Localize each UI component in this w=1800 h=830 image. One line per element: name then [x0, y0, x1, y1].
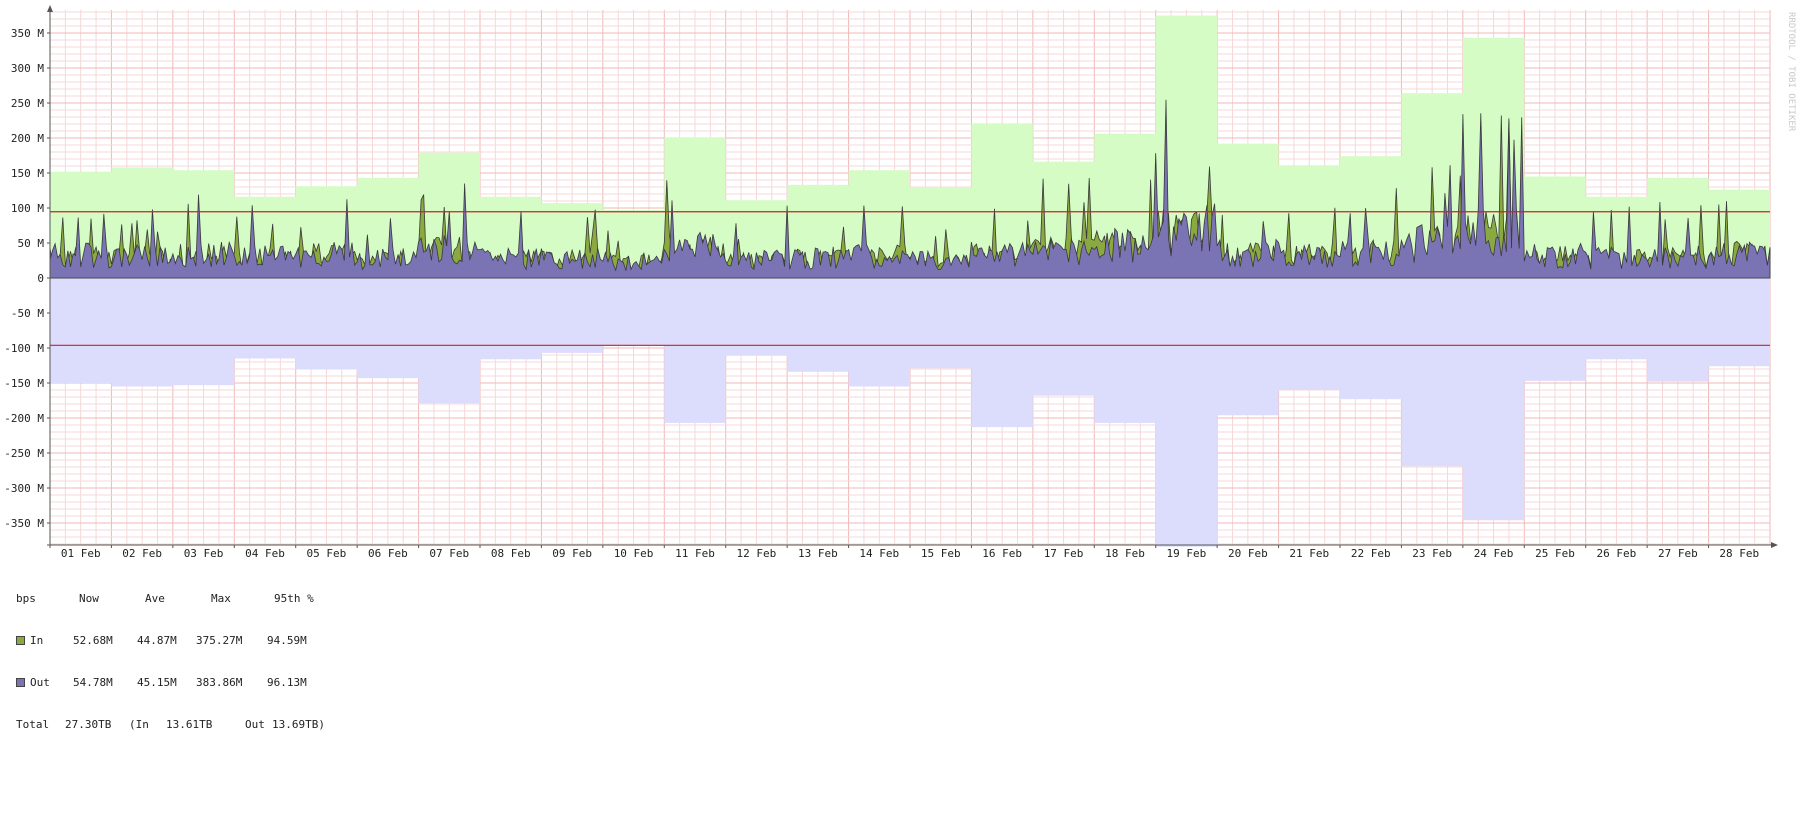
- y-tick-label: -350 M: [4, 517, 44, 530]
- legend-header-max: Max: [211, 592, 231, 605]
- x-tick-label: 28 Feb: [1719, 547, 1759, 560]
- legend-row-out: Out 54.78M 45.15M 383.86M 96.13M: [16, 676, 307, 690]
- y-tick-label: 200 M: [11, 132, 44, 145]
- legend-header-p95: 95th %: [274, 592, 314, 605]
- legend-units: bps: [16, 592, 36, 605]
- y-tick-label: 350 M: [11, 27, 44, 40]
- x-tick-label: 24 Feb: [1474, 547, 1514, 560]
- legend-out-now: 54.78M: [73, 676, 113, 689]
- x-tick-label: 26 Feb: [1597, 547, 1637, 560]
- y-tick-label: -150 M: [4, 377, 44, 390]
- legend-total-in-label: (In: [129, 718, 149, 731]
- legend-out-ave: 45.15M: [137, 676, 177, 689]
- axes: [47, 5, 1778, 548]
- y-tick-label: 50 M: [18, 237, 45, 250]
- x-tick-label: 22 Feb: [1351, 547, 1391, 560]
- legend-total: Total 27.30TB (In 13.61TB Out 13.69TB): [16, 718, 325, 732]
- y-tick-label: 300 M: [11, 62, 44, 75]
- x-tick-label: 11 Feb: [675, 547, 715, 560]
- legend-header: bps Now Ave Max 95th %: [16, 592, 314, 606]
- x-tick-label: 06 Feb: [368, 547, 408, 560]
- y-axis-arrow: [47, 5, 53, 12]
- x-axis-arrow: [1771, 542, 1778, 548]
- x-tick-label: 23 Feb: [1412, 547, 1452, 560]
- x-tick-label: 25 Feb: [1535, 547, 1575, 560]
- legend-swatch-out: [16, 678, 25, 687]
- x-tick-label: 20 Feb: [1228, 547, 1268, 560]
- x-tick-label: 02 Feb: [122, 547, 162, 560]
- legend-in-ave: 44.87M: [137, 634, 177, 647]
- legend-label-in: In: [30, 634, 44, 647]
- legend-total-in-value: 13.61TB: [166, 718, 213, 731]
- y-tick-label: 250 M: [11, 97, 44, 110]
- x-tick-label: 17 Feb: [1044, 547, 1084, 560]
- x-tick-label: 13 Feb: [798, 547, 838, 560]
- x-tick-label: 10 Feb: [614, 547, 654, 560]
- x-tick-label: 04 Feb: [245, 547, 285, 560]
- y-tick-label: -300 M: [4, 482, 44, 495]
- percentile-95-lines: [50, 211, 1770, 346]
- legend-out-p95: 96.13M: [267, 676, 307, 689]
- y-tick-label: 0: [37, 272, 44, 285]
- x-tick-label: 27 Feb: [1658, 547, 1698, 560]
- traffic-chart: 350 M 300 M 250 M 200 M 150 M 100 M 50 M 0 -50 M…: [4, 5, 1796, 560]
- legend-total-out-value: 13.69TB): [272, 718, 325, 731]
- x-tick-label: 16 Feb: [982, 547, 1022, 560]
- legend-in-max: 375.27M: [196, 634, 243, 647]
- y-tick-label: 150 M: [11, 167, 44, 180]
- x-tick-label: 07 Feb: [429, 547, 469, 560]
- legend-row-in: In 52.68M 44.87M 375.27M 94.59M: [16, 634, 307, 648]
- watermark: RRDTOOL / TOBI OETIKER: [1786, 12, 1796, 132]
- y-axis-ticks: 350 M 300 M 250 M 200 M 150 M 100 M 50 M 0 -50 M…: [4, 27, 50, 530]
- y-tick-label: 100 M: [11, 202, 44, 215]
- y-tick-label: -250 M: [4, 447, 44, 460]
- x-tick-label: 14 Feb: [859, 547, 899, 560]
- y-tick-label: -200 M: [4, 412, 44, 425]
- legend-swatch-in: [16, 636, 25, 645]
- x-tick-label: 19 Feb: [1167, 547, 1207, 560]
- legend-header-ave: Ave: [145, 592, 165, 605]
- legend-total-out-label: Out: [245, 718, 265, 731]
- legend-in-now: 52.68M: [73, 634, 113, 647]
- y-tick-label: -50 M: [11, 307, 44, 320]
- y-tick-label: -100 M: [4, 342, 44, 355]
- series-out-traffic-area: [49, 99, 1771, 279]
- legend: bps Now Ave Max 95th % In 52.68M 44.87M …: [16, 564, 325, 746]
- x-axis-ticks: 01 Feb 02 Feb 03 Feb 04 Feb 05 Feb 06 Feb 07 F…: [49, 545, 1759, 560]
- x-tick-label: 03 Feb: [184, 547, 224, 560]
- x-tick-label: 12 Feb: [737, 547, 777, 560]
- legend-label-out: Out: [30, 676, 50, 689]
- x-tick-label: 15 Feb: [921, 547, 961, 560]
- legend-in-p95: 94.59M: [267, 634, 307, 647]
- legend-total-value: 27.30TB: [65, 718, 112, 731]
- legend-header-now: Now: [79, 592, 99, 605]
- x-tick-label: 09 Feb: [552, 547, 592, 560]
- legend-total-label: Total: [16, 718, 50, 731]
- x-tick-label: 05 Feb: [307, 547, 347, 560]
- x-tick-label: 01 Feb: [61, 547, 101, 560]
- legend-out-max: 383.86M: [196, 676, 243, 689]
- x-tick-label: 21 Feb: [1289, 547, 1329, 560]
- x-tick-label: 08 Feb: [491, 547, 531, 560]
- x-tick-label: 18 Feb: [1105, 547, 1145, 560]
